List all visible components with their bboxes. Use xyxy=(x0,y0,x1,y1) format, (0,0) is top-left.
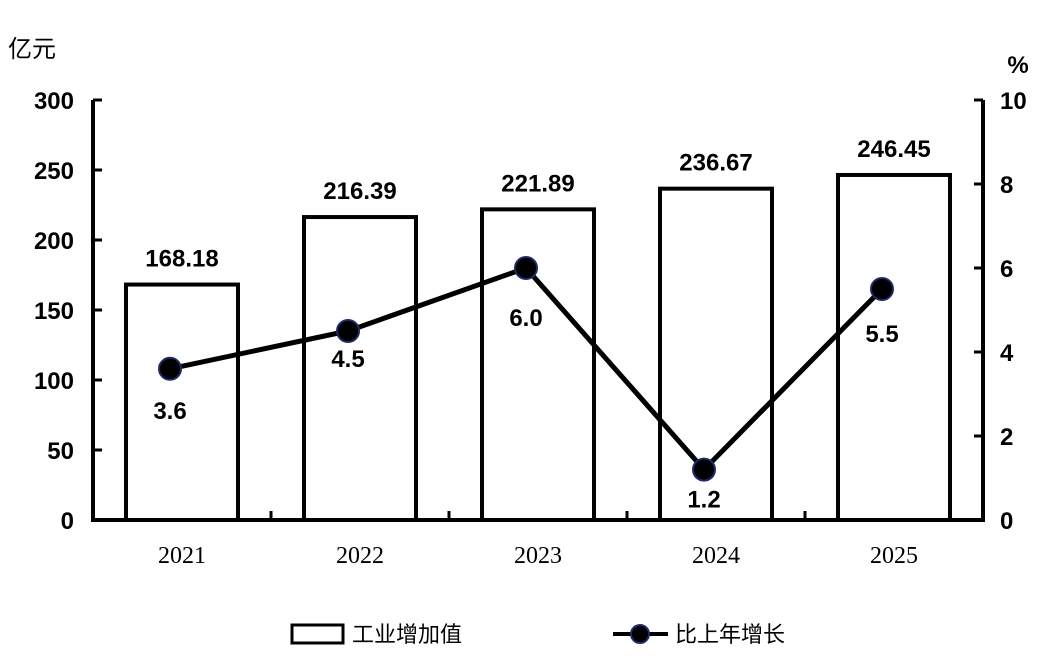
left-axis-tick-label: 50 xyxy=(47,438,74,465)
left-axis-tick-label: 300 xyxy=(34,88,74,115)
left-axis-tick-label: 200 xyxy=(34,228,74,255)
bar-value-label: 216.39 xyxy=(323,178,396,205)
line-series xyxy=(158,256,894,482)
x-axis-tick-label: 2023 xyxy=(514,543,562,569)
bar xyxy=(124,282,240,522)
legend-line-marker xyxy=(630,624,650,644)
right-axis-tick-label: 6 xyxy=(1000,256,1013,283)
bar-value-label: 236.67 xyxy=(679,150,752,177)
growth-value-label: 3.6 xyxy=(153,398,186,425)
left-axis-tick-label: 100 xyxy=(34,368,74,395)
growth-point xyxy=(158,356,182,381)
growth-point xyxy=(336,319,360,343)
x-axis-tick-label: 2022 xyxy=(336,543,384,569)
legend-bar-label: 工业增加值 xyxy=(352,623,462,648)
bar xyxy=(480,207,596,522)
axes: 0 50 100 150 200 250 300 0 2 4 6 8 10 2021 2022 2023 202… xyxy=(34,88,1027,569)
left-axis-unit: 亿元 xyxy=(8,35,56,63)
legend-bar-swatch xyxy=(290,623,345,645)
growth-value-label: 5.5 xyxy=(865,321,898,348)
growth-point xyxy=(870,277,894,301)
growth-value-label: 4.5 xyxy=(331,346,364,373)
right-axis-unit: % xyxy=(1007,52,1028,79)
bar-value-label: 221.89 xyxy=(501,170,574,197)
right-axis-tick-label: 0 xyxy=(1000,508,1013,535)
data-labels: 168.18 216.39 221.89 236.67 246.45 3.6 4.5 6.0 1… xyxy=(145,136,930,514)
right-axis-tick-label: 8 xyxy=(1000,172,1013,199)
bar xyxy=(658,186,774,523)
x-axis-tick-label: 2025 xyxy=(870,543,918,569)
bar-series xyxy=(124,172,952,523)
x-axis-tick-label: 2024 xyxy=(692,543,740,569)
right-axis-tick-label: 2 xyxy=(1000,424,1013,451)
bar-value-label: 168.18 xyxy=(145,246,218,273)
legend: 工业增加值 比上年增长 xyxy=(290,623,785,648)
bar-value-label: 246.45 xyxy=(857,136,930,163)
x-axis-tick-label: 2021 xyxy=(158,543,206,569)
left-axis-tick-label: 250 xyxy=(34,158,74,185)
growth-value-label: 1.2 xyxy=(687,487,720,514)
left-axis-tick-label: 150 xyxy=(34,298,74,325)
legend-line-label: 比上年增长 xyxy=(675,623,785,648)
right-axis-tick-label: 10 xyxy=(1000,88,1027,115)
left-axis-tick-label: 0 xyxy=(61,508,74,535)
right-axis-tick-label: 4 xyxy=(1000,340,1014,367)
growth-point xyxy=(514,256,538,280)
growth-point xyxy=(692,457,716,482)
growth-value-label: 6.0 xyxy=(509,305,542,332)
bar xyxy=(302,215,418,523)
